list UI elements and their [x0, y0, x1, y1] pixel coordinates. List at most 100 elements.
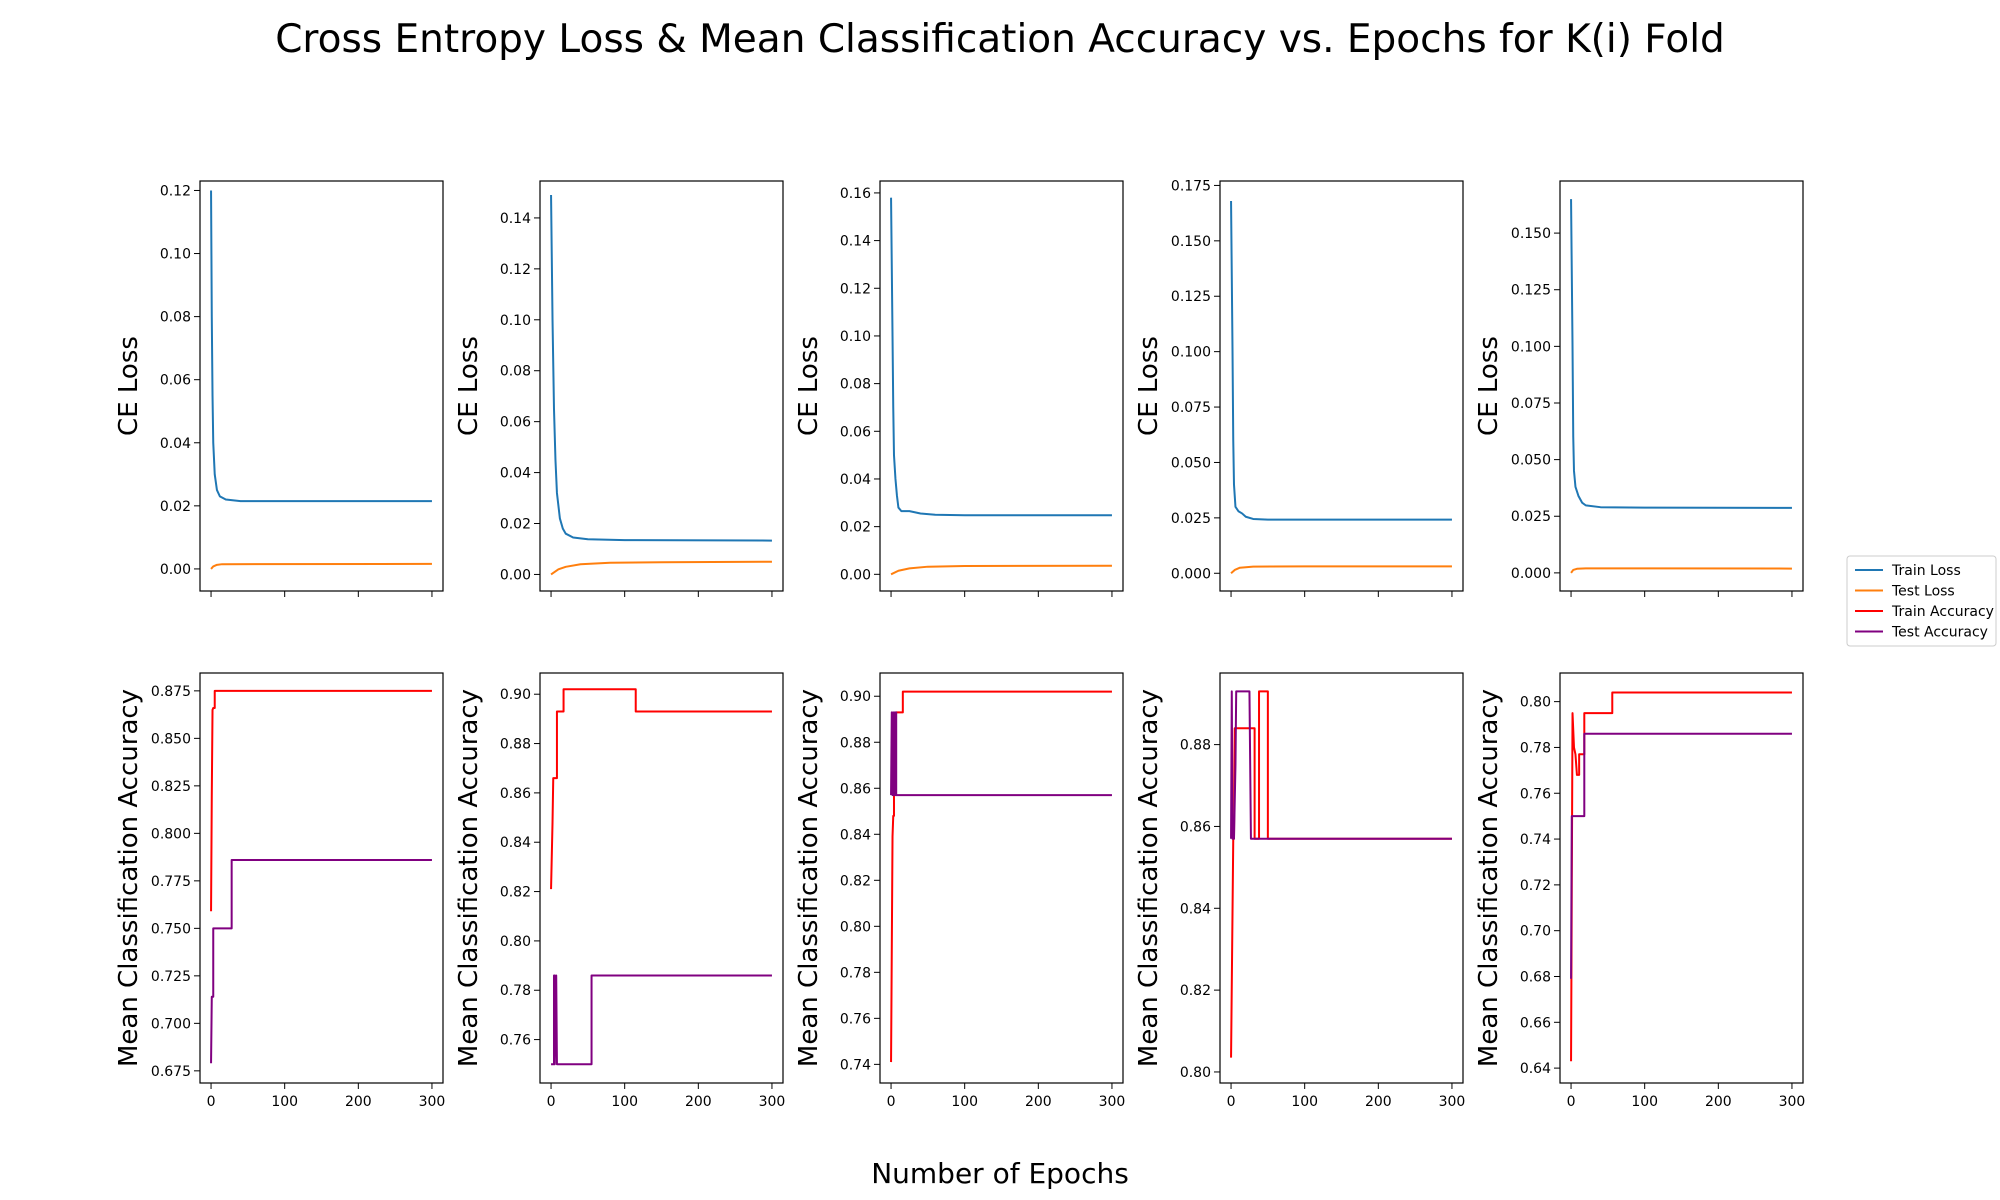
y-tick-label: 0.66 [1520, 1015, 1551, 1031]
subplot-loss-fold-2: 0.00 0.02 0.04 0.06 0.08 0.10 0.12 0.14 CE Loss [454, 180, 784, 597]
axes-frame [1219, 180, 1464, 592]
y-tick-label: 0.82 [840, 873, 871, 889]
y-tick-label: 0.90 [500, 687, 531, 703]
axes-frame [539, 672, 784, 1084]
x-tick-label: 100 [1291, 1094, 1318, 1110]
y-tick-label: 0.825 [151, 779, 191, 795]
y-tick-label: 0.725 [151, 969, 191, 985]
y-tick-label: 0.00 [160, 562, 191, 578]
y-tick-label: 0.050 [1511, 453, 1551, 469]
y-tick-label: 0.90 [840, 689, 871, 705]
y-tick-label: 0.14 [500, 211, 531, 227]
y-tick-label: 0.875 [151, 684, 191, 700]
x-tick-label: 0 [1567, 1094, 1576, 1110]
axes-frame [1219, 672, 1464, 1084]
y-tick-label: 0.10 [160, 247, 191, 263]
series-line-train-loss [1230, 200, 1452, 521]
axes-frame [539, 180, 784, 592]
y-tick-label: 0.76 [500, 1033, 531, 1049]
y-tick-label: 0.68 [1520, 969, 1551, 985]
x-tick-label: 0 [547, 1094, 556, 1110]
legend-label: Test Loss [1891, 584, 1955, 600]
y-tick-label: 0.050 [1171, 455, 1211, 471]
y-tick-label: 0.82 [500, 885, 531, 901]
y-tick-label: 0.72 [1520, 878, 1551, 894]
x-tick-label: 200 [1025, 1094, 1052, 1110]
y-tick-label: 0.700 [151, 1016, 191, 1032]
y-tick-label: 0.00 [840, 567, 871, 583]
y-tick-label: 0.06 [500, 415, 531, 431]
y-axis-label: Mean Classification Accuracy [114, 689, 144, 1067]
axes-frame [1559, 672, 1804, 1084]
x-tick-label: 0 [887, 1094, 896, 1110]
x-tick-label: 300 [1099, 1094, 1126, 1110]
y-tick-label: 0.74 [1520, 832, 1551, 848]
x-tick-label: 100 [611, 1094, 638, 1110]
x-tick-label: 200 [345, 1094, 372, 1110]
x-tick-label: 0 [207, 1094, 216, 1110]
y-tick-label: 0.02 [500, 517, 531, 533]
y-tick-label: 0.08 [840, 377, 871, 393]
y-tick-label: 0.775 [151, 874, 191, 890]
y-tick-label: 0.88 [1180, 738, 1211, 754]
subplot-loss-fold-4: 0.000 0.025 0.050 0.075 0.100 0.125 0.150 0.175… [1134, 178, 1464, 597]
y-tick-label: 0.150 [1511, 226, 1551, 242]
series-line-train-loss [550, 194, 772, 542]
y-tick-label: 0.000 [1171, 566, 1211, 582]
y-tick-label: 0.78 [840, 965, 871, 981]
series-line-test-loss [890, 564, 1112, 576]
y-tick-label: 0.76 [1520, 786, 1551, 802]
y-tick-label: 0.04 [160, 436, 191, 452]
y-axis-label: CE Loss [454, 336, 484, 436]
series-line-test-accuracy [210, 858, 432, 1064]
y-tick-label: 0.78 [1520, 740, 1551, 756]
subplot-loss-fold-3: 0.00 0.02 0.04 0.06 0.08 0.10 0.12 0.14 0.16 CE L… [794, 180, 1124, 597]
y-tick-label: 0.06 [840, 424, 871, 440]
y-tick-label: 0.025 [1511, 509, 1551, 525]
y-tick-label: 0.04 [840, 472, 871, 488]
subplot-accuracy-fold-2: 0.76 0.78 0.80 0.82 0.84 0.86 0.88 0.90 0 100 200 3… [454, 672, 785, 1110]
y-tick-label: 0.80 [500, 934, 531, 950]
x-tick-label: 100 [271, 1094, 298, 1110]
y-tick-label: 0.08 [500, 364, 531, 380]
y-tick-label: 0.84 [1180, 901, 1211, 917]
y-axis-label: CE Loss [1134, 336, 1164, 436]
series-line-train-accuracy [550, 688, 772, 890]
y-tick-label: 0.675 [151, 1064, 191, 1080]
x-tick-label: 300 [1779, 1094, 1806, 1110]
x-tick-label: 300 [1439, 1094, 1466, 1110]
axes-frame [1559, 180, 1804, 592]
legend-label: Test Accuracy [1891, 625, 1988, 641]
y-tick-label: 0.12 [840, 281, 871, 297]
y-tick-label: 0.00 [500, 567, 531, 583]
y-tick-label: 0.02 [160, 499, 191, 515]
y-tick-label: 0.84 [840, 827, 871, 843]
y-tick-label: 0.80 [1520, 695, 1551, 711]
subplot-accuracy-fold-5: 0.64 0.66 0.68 0.70 0.72 0.74 0.76 0.78 0.80 0 100… [1474, 672, 1806, 1110]
series-line-test-loss [210, 562, 432, 570]
y-tick-label: 0.125 [1171, 289, 1211, 305]
y-tick-label: 0.02 [840, 520, 871, 536]
y-tick-label: 0.025 [1171, 511, 1211, 527]
y-tick-label: 0.12 [160, 183, 191, 199]
y-axis-label: Mean Classification Accuracy [1134, 689, 1164, 1067]
series-line-test-loss [1570, 567, 1792, 574]
series-line-test-accuracy [1230, 690, 1452, 840]
y-tick-label: 0.100 [1171, 345, 1211, 361]
y-tick-label: 0.80 [1180, 1065, 1211, 1081]
legend-label: Train Loss [1891, 563, 1961, 579]
x-tick-label: 200 [1365, 1094, 1392, 1110]
y-tick-label: 0.100 [1511, 339, 1551, 355]
y-tick-label: 0.04 [500, 466, 531, 482]
series-line-train-accuracy [1570, 691, 1792, 1062]
y-tick-label: 0.70 [1520, 924, 1551, 940]
y-tick-label: 0.150 [1171, 234, 1211, 250]
y-tick-label: 0.88 [840, 735, 871, 751]
y-tick-label: 0.86 [840, 781, 871, 797]
y-tick-label: 0.74 [840, 1057, 871, 1073]
x-tick-label: 0 [1227, 1094, 1236, 1110]
y-tick-label: 0.88 [500, 737, 531, 753]
y-tick-label: 0.06 [160, 373, 191, 389]
